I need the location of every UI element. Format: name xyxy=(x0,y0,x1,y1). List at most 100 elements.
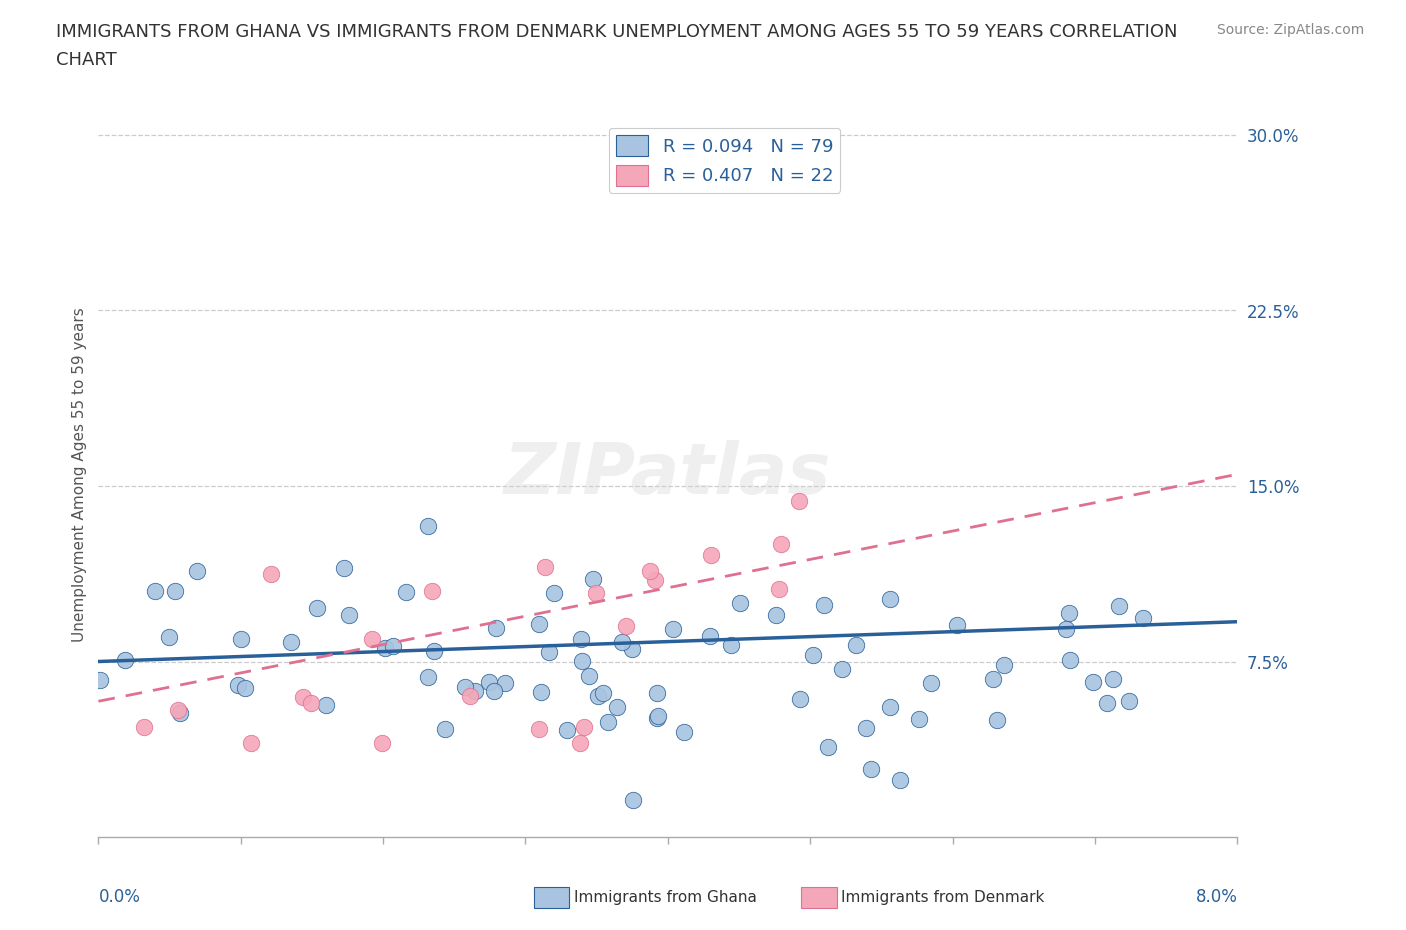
Point xyxy=(993,658,1015,672)
Point xyxy=(339,608,361,623)
Point xyxy=(582,571,605,586)
Point xyxy=(395,584,418,599)
Point xyxy=(981,671,1004,686)
Point xyxy=(855,720,877,735)
Point xyxy=(529,617,551,631)
Point xyxy=(530,684,553,699)
Point xyxy=(418,670,440,684)
Point xyxy=(478,674,501,689)
Point xyxy=(621,641,644,656)
Point xyxy=(228,677,250,692)
Point xyxy=(361,631,384,646)
Point xyxy=(1097,695,1119,710)
Point xyxy=(578,669,600,684)
Point xyxy=(845,638,868,653)
Point xyxy=(422,644,444,658)
Point xyxy=(1132,611,1154,626)
Point xyxy=(568,736,591,751)
Point xyxy=(370,736,392,751)
Point xyxy=(132,720,155,735)
Point xyxy=(879,700,901,715)
Point xyxy=(494,675,516,690)
Point xyxy=(662,621,685,636)
Point xyxy=(543,586,565,601)
Point xyxy=(598,715,620,730)
Point xyxy=(169,706,191,721)
Point xyxy=(333,561,356,576)
Point xyxy=(699,628,721,643)
Y-axis label: Unemployment Among Ages 55 to 59 years: Unemployment Among Ages 55 to 59 years xyxy=(72,307,87,642)
Point xyxy=(1057,605,1080,620)
Point xyxy=(299,695,322,710)
Point xyxy=(647,708,669,723)
Point xyxy=(612,635,634,650)
Text: Source: ZipAtlas.com: Source: ZipAtlas.com xyxy=(1216,23,1364,37)
Point xyxy=(569,631,592,646)
Point xyxy=(485,620,508,635)
Point xyxy=(166,702,188,717)
Text: Immigrants from Ghana: Immigrants from Ghana xyxy=(574,890,756,905)
Point xyxy=(291,689,314,704)
Text: 8.0%: 8.0% xyxy=(1195,888,1237,907)
Point xyxy=(1108,598,1130,613)
Point xyxy=(817,739,839,754)
Point xyxy=(789,691,811,706)
Point xyxy=(420,583,443,598)
Point xyxy=(114,653,136,668)
Point xyxy=(529,722,551,737)
Point xyxy=(638,564,661,578)
Point xyxy=(280,635,302,650)
Point xyxy=(229,631,252,646)
Point xyxy=(307,601,329,616)
Point xyxy=(908,711,931,726)
Point xyxy=(374,640,396,655)
Point xyxy=(592,686,614,701)
Text: CHART: CHART xyxy=(56,51,117,69)
Point xyxy=(770,537,793,551)
Point xyxy=(186,564,208,578)
Point xyxy=(157,630,180,644)
Point xyxy=(644,573,666,588)
Point xyxy=(728,595,751,610)
Point xyxy=(464,684,486,698)
Point xyxy=(623,792,645,807)
Point xyxy=(240,736,263,751)
Point xyxy=(482,684,505,698)
Point xyxy=(801,648,824,663)
Point xyxy=(433,722,456,737)
Point xyxy=(458,688,481,703)
Point xyxy=(673,724,696,739)
Text: ZIPatlas: ZIPatlas xyxy=(505,440,831,509)
Point xyxy=(260,566,283,581)
Point xyxy=(1118,694,1140,709)
Point xyxy=(700,548,723,563)
Point xyxy=(889,772,911,787)
Point xyxy=(1102,671,1125,686)
Point xyxy=(454,680,477,695)
Legend: R = 0.094   N = 79, R = 0.407   N = 22: R = 0.094 N = 79, R = 0.407 N = 22 xyxy=(609,128,841,193)
Point xyxy=(813,597,835,612)
Point xyxy=(645,711,668,725)
Point xyxy=(606,699,628,714)
Point xyxy=(720,637,742,652)
Text: Immigrants from Denmark: Immigrants from Denmark xyxy=(841,890,1045,905)
Point xyxy=(571,653,593,668)
Point xyxy=(555,723,578,737)
Point xyxy=(89,672,111,687)
Point xyxy=(416,519,439,534)
Point xyxy=(787,494,810,509)
Point xyxy=(768,581,790,596)
Point xyxy=(233,681,256,696)
Point xyxy=(143,584,166,599)
Point xyxy=(859,761,882,776)
Point xyxy=(945,618,967,632)
Text: IMMIGRANTS FROM GHANA VS IMMIGRANTS FROM DENMARK UNEMPLOYMENT AMONG AGES 55 TO 5: IMMIGRANTS FROM GHANA VS IMMIGRANTS FROM… xyxy=(56,23,1178,41)
Point xyxy=(986,712,1008,727)
Point xyxy=(586,689,609,704)
Text: 0.0%: 0.0% xyxy=(98,888,141,907)
Point xyxy=(614,618,637,633)
Point xyxy=(538,644,561,659)
Point xyxy=(1059,653,1081,668)
Point xyxy=(382,639,405,654)
Point xyxy=(534,560,557,575)
